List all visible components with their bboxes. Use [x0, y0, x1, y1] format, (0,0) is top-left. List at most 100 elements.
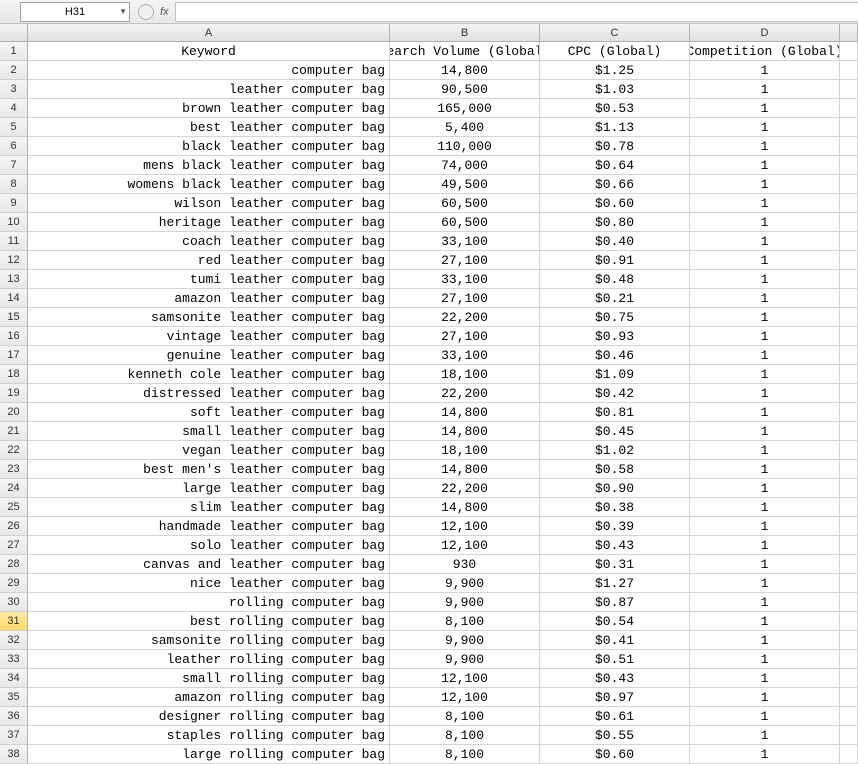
- cell[interactable]: $0.53: [540, 99, 690, 118]
- cell[interactable]: [840, 669, 858, 688]
- row-header-30[interactable]: 30: [0, 593, 28, 612]
- formula-input[interactable]: [175, 2, 858, 22]
- row-header-6[interactable]: 6: [0, 137, 28, 156]
- cell[interactable]: 14,800: [390, 460, 540, 479]
- row-header-25[interactable]: 25: [0, 498, 28, 517]
- fx-cancel-icon[interactable]: [138, 4, 154, 20]
- cell[interactable]: $0.45: [540, 422, 690, 441]
- cell[interactable]: 8,100: [390, 612, 540, 631]
- cell[interactable]: [840, 555, 858, 574]
- row-header-32[interactable]: 32: [0, 631, 28, 650]
- cell[interactable]: 1: [690, 498, 840, 517]
- cell[interactable]: small leather computer bag: [28, 422, 390, 441]
- cell[interactable]: $0.43: [540, 669, 690, 688]
- row-header-17[interactable]: 17: [0, 346, 28, 365]
- cell[interactable]: leather computer bag: [28, 80, 390, 99]
- cell[interactable]: [840, 327, 858, 346]
- row-header-37[interactable]: 37: [0, 726, 28, 745]
- cell[interactable]: 12,100: [390, 688, 540, 707]
- cell[interactable]: $0.39: [540, 517, 690, 536]
- header-cell-c[interactable]: CPC (Global): [540, 42, 690, 61]
- cell[interactable]: [840, 688, 858, 707]
- cell[interactable]: 33,100: [390, 270, 540, 289]
- row-header-27[interactable]: 27: [0, 536, 28, 555]
- cell[interactable]: designer rolling computer bag: [28, 707, 390, 726]
- cell[interactable]: $0.58: [540, 460, 690, 479]
- cell[interactable]: large leather computer bag: [28, 479, 390, 498]
- cell[interactable]: soft leather computer bag: [28, 403, 390, 422]
- cell[interactable]: $0.78: [540, 137, 690, 156]
- header-cell-a[interactable]: Keyword: [28, 42, 390, 61]
- cell[interactable]: [840, 384, 858, 403]
- row-header-31[interactable]: 31: [0, 612, 28, 631]
- row-header-7[interactable]: 7: [0, 156, 28, 175]
- cell[interactable]: 33,100: [390, 346, 540, 365]
- row-header-5[interactable]: 5: [0, 118, 28, 137]
- row-header-11[interactable]: 11: [0, 232, 28, 251]
- cell[interactable]: $0.61: [540, 707, 690, 726]
- cell[interactable]: 1: [690, 593, 840, 612]
- cell[interactable]: [840, 631, 858, 650]
- name-box-dropdown-icon[interactable]: ▼: [119, 7, 127, 16]
- cell[interactable]: 930: [390, 555, 540, 574]
- cell[interactable]: $1.03: [540, 80, 690, 99]
- cell[interactable]: [840, 99, 858, 118]
- row-header-8[interactable]: 8: [0, 175, 28, 194]
- cell[interactable]: 27,100: [390, 289, 540, 308]
- cell[interactable]: 1: [690, 213, 840, 232]
- cell[interactable]: [840, 61, 858, 80]
- header-cell-extra[interactable]: [840, 42, 858, 61]
- cell[interactable]: 1: [690, 61, 840, 80]
- row-header-22[interactable]: 22: [0, 441, 28, 460]
- column-header-B[interactable]: B: [390, 24, 540, 42]
- column-header-D[interactable]: D: [690, 24, 840, 42]
- cell[interactable]: 1: [690, 270, 840, 289]
- row-header-13[interactable]: 13: [0, 270, 28, 289]
- cell[interactable]: 49,500: [390, 175, 540, 194]
- cell[interactable]: $0.66: [540, 175, 690, 194]
- cell[interactable]: 8,100: [390, 745, 540, 764]
- cell[interactable]: 5,400: [390, 118, 540, 137]
- cell[interactable]: 1: [690, 118, 840, 137]
- cell[interactable]: 110,000: [390, 137, 540, 156]
- cell[interactable]: 9,900: [390, 631, 540, 650]
- cell[interactable]: leather rolling computer bag: [28, 650, 390, 669]
- cell[interactable]: 8,100: [390, 726, 540, 745]
- cell[interactable]: 1: [690, 365, 840, 384]
- cell[interactable]: large rolling computer bag: [28, 745, 390, 764]
- cell[interactable]: genuine leather computer bag: [28, 346, 390, 365]
- cell[interactable]: handmade leather computer bag: [28, 517, 390, 536]
- cell[interactable]: $0.54: [540, 612, 690, 631]
- cell[interactable]: 60,500: [390, 213, 540, 232]
- cell[interactable]: 90,500: [390, 80, 540, 99]
- cell[interactable]: computer bag: [28, 61, 390, 80]
- row-header-38[interactable]: 38: [0, 745, 28, 764]
- header-cell-d[interactable]: Competition (Global): [690, 42, 840, 61]
- cell[interactable]: mens black leather computer bag: [28, 156, 390, 175]
- cell[interactable]: amazon leather computer bag: [28, 289, 390, 308]
- cell[interactable]: [840, 403, 858, 422]
- cell[interactable]: [840, 156, 858, 175]
- row-header-28[interactable]: 28: [0, 555, 28, 574]
- cell[interactable]: [840, 574, 858, 593]
- cell[interactable]: 1: [690, 346, 840, 365]
- cell[interactable]: 1: [690, 308, 840, 327]
- row-header-24[interactable]: 24: [0, 479, 28, 498]
- cell[interactable]: $0.38: [540, 498, 690, 517]
- cell[interactable]: $0.97: [540, 688, 690, 707]
- cell[interactable]: 1: [690, 422, 840, 441]
- cell[interactable]: 1: [690, 137, 840, 156]
- cell[interactable]: 1: [690, 726, 840, 745]
- cell[interactable]: black leather computer bag: [28, 137, 390, 156]
- cell[interactable]: 33,100: [390, 232, 540, 251]
- cell[interactable]: 1: [690, 403, 840, 422]
- cell[interactable]: 14,800: [390, 61, 540, 80]
- cell[interactable]: brown leather computer bag: [28, 99, 390, 118]
- row-header-29[interactable]: 29: [0, 574, 28, 593]
- cell[interactable]: [840, 80, 858, 99]
- cell[interactable]: $0.75: [540, 308, 690, 327]
- cell[interactable]: slim leather computer bag: [28, 498, 390, 517]
- cell[interactable]: 18,100: [390, 441, 540, 460]
- cell[interactable]: [840, 593, 858, 612]
- row-header-9[interactable]: 9: [0, 194, 28, 213]
